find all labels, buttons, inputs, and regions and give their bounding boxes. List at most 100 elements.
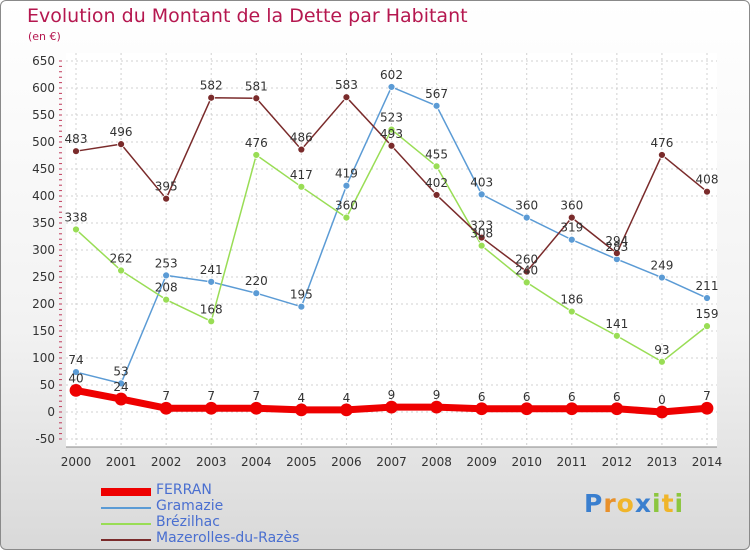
data-label: 40: [68, 371, 83, 385]
data-label: 403: [470, 175, 493, 189]
data-point: [297, 182, 306, 191]
data-point: [567, 235, 576, 244]
data-label: 582: [200, 79, 223, 93]
data-point: [342, 213, 351, 222]
data-point: [522, 278, 531, 287]
data-label: 9: [433, 388, 441, 402]
data-point: [612, 331, 621, 340]
data-label: 323: [470, 219, 493, 233]
chart-subtitle: (en €): [28, 30, 61, 43]
y-tick-label: 0: [47, 405, 55, 419]
data-point: [207, 93, 216, 102]
data-label: 262: [110, 252, 133, 266]
data-point: [430, 400, 443, 414]
legend-label: Brézilhac: [156, 514, 220, 530]
data-label: 4: [298, 391, 306, 405]
data-label: 486: [290, 131, 313, 145]
x-tick-label: 2012: [602, 455, 633, 469]
data-point: [72, 368, 80, 376]
y-tick-label: 500: [32, 135, 55, 149]
data-point: [475, 402, 489, 416]
data-point: [610, 402, 624, 416]
data-point: [565, 402, 579, 416]
data-point: [162, 271, 171, 280]
data-point: [567, 213, 576, 222]
data-point: [117, 140, 125, 149]
data-label: 476: [245, 136, 268, 150]
data-point: [477, 241, 486, 250]
logo-letter: i: [652, 489, 662, 518]
data-point: [204, 401, 218, 415]
data-label: 308: [470, 227, 493, 241]
x-tick-label: 2003: [196, 455, 227, 469]
x-tick-label: 2005: [286, 455, 317, 469]
data-point: [72, 225, 80, 234]
logo-letter: x: [634, 489, 652, 518]
data-point: [567, 307, 576, 316]
legend-label: Mazerolles-du-Razès: [156, 530, 300, 546]
data-label: 523: [380, 111, 403, 125]
data-point: [297, 145, 306, 154]
data-point: [387, 83, 396, 91]
data-point: [297, 302, 306, 311]
data-label: 602: [380, 68, 403, 82]
data-label: 283: [605, 240, 628, 254]
data-label: 408: [696, 173, 719, 187]
data-point: [252, 94, 261, 103]
x-tick-label: 2014: [692, 455, 723, 469]
data-point: [477, 190, 486, 199]
legend-label: Gramazie: [156, 498, 224, 514]
y-tick-label: 250: [32, 270, 55, 284]
y-tick-label: 50: [40, 378, 55, 392]
data-label: 583: [335, 78, 358, 92]
x-tick-label: 2013: [647, 455, 678, 469]
chart-title: Evolution du Montant de la Dette par Hab…: [27, 5, 468, 27]
logo-letter: i: [674, 489, 685, 518]
data-label: 93: [654, 343, 669, 357]
data-point: [340, 403, 353, 417]
data-point: [432, 162, 441, 171]
data-point: [117, 379, 125, 388]
data-point: [432, 101, 441, 110]
data-label: 0: [658, 393, 666, 407]
data-label: 253: [155, 256, 178, 270]
data-label: 220: [245, 274, 268, 288]
x-tick-label: 2011: [557, 455, 588, 469]
data-label: 74: [68, 353, 83, 367]
data-point: [162, 295, 171, 304]
data-point: [342, 93, 351, 102]
data-point: [387, 141, 396, 150]
x-tick-label: 2009: [466, 455, 497, 469]
data-label: 7: [703, 389, 711, 403]
x-tick-label: 2008: [421, 455, 452, 469]
data-point: [69, 383, 83, 397]
proxiti-logo: Proxiti: [584, 489, 684, 518]
data-point: [207, 277, 216, 286]
y-tick-label: 550: [32, 108, 55, 122]
data-label: 493: [380, 127, 403, 141]
x-tick-label: 2001: [106, 455, 137, 469]
data-point: [159, 401, 173, 415]
data-label: 567: [425, 87, 448, 101]
data-label: 195: [290, 288, 313, 302]
data-point: [162, 194, 171, 203]
data-label: 6: [478, 390, 486, 404]
data-label: 417: [290, 168, 313, 182]
data-point: [658, 151, 666, 159]
data-point: [655, 405, 669, 419]
data-label: 24: [113, 380, 128, 394]
data-point: [520, 402, 534, 416]
y-tick-label: 150: [32, 324, 55, 338]
data-label: 168: [200, 302, 223, 316]
data-point: [703, 294, 711, 302]
data-label: 186: [560, 293, 583, 307]
data-label: 294: [605, 234, 628, 248]
data-point: [700, 401, 714, 415]
x-tick-label: 2000: [61, 455, 92, 469]
data-label: 402: [425, 176, 448, 190]
data-label: 53: [113, 364, 128, 378]
data-label: 7: [207, 389, 215, 403]
x-tick-label: 2007: [376, 455, 407, 469]
logo-letter: o: [616, 489, 635, 518]
